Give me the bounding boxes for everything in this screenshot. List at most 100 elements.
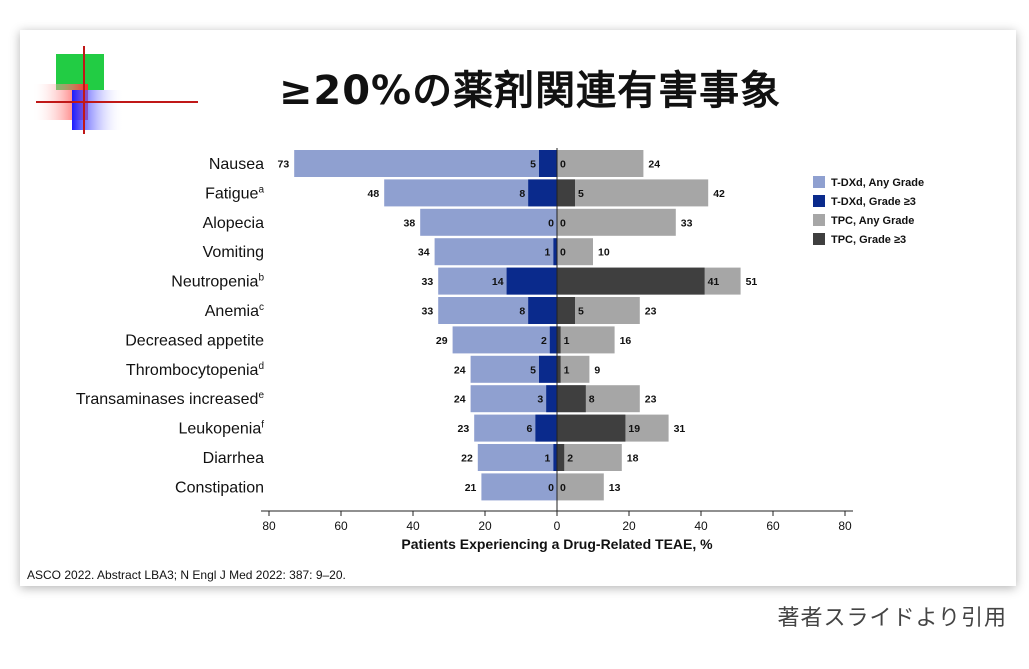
data-label-tpc-any: 23 [645, 306, 657, 318]
bar-tdxd-grade3 [528, 297, 557, 324]
bar-tdxd-grade3 [553, 238, 557, 266]
data-label-tpc-any: 31 [674, 423, 686, 435]
data-label-tdxd-any: 22 [461, 453, 473, 465]
data-label-tdxd-grade3: 8 [519, 306, 525, 318]
bar-tpc-grade3 [557, 444, 565, 471]
bar-tdxd-any [420, 208, 557, 236]
bar-tpc-grade3 [557, 297, 575, 324]
data-label-tpc-grade3: 8 [589, 394, 595, 406]
data-label-tpc-any: 18 [627, 453, 639, 465]
bar-tpc-any [557, 355, 590, 383]
bar-tdxd-grade3 [539, 355, 557, 383]
data-label-tdxd-any: 73 [278, 159, 290, 171]
category-label: Thrombocytopeniad [126, 361, 264, 379]
data-label-tdxd-grade3: 0 [548, 482, 554, 494]
data-label-tdxd-grade3: 1 [545, 247, 551, 259]
category-label: Alopecia [203, 215, 264, 232]
bar-tdxd-any [434, 238, 557, 266]
data-label-tpc-grade3: 0 [560, 217, 566, 229]
bar-tpc-grade3 [557, 385, 586, 413]
data-label-tpc-any: 33 [681, 217, 693, 229]
bar-tdxd-any [481, 473, 557, 501]
bar-tpc-any [557, 179, 709, 207]
x-tick-label: 0 [554, 519, 561, 533]
x-tick-label: 20 [478, 519, 492, 533]
x-axis-title: Patients Experiencing a Drug-Related TEA… [401, 536, 713, 552]
bar-tpc-any [557, 444, 622, 471]
legend-swatch [813, 214, 825, 226]
category-label: Nausea [209, 156, 264, 173]
legend-label: T-DXd, Grade ≥3 [831, 196, 916, 208]
data-label-tpc-any: 42 [713, 188, 725, 200]
bar-tdxd-grade3 [528, 179, 557, 207]
legend-label: TPC, Grade ≥3 [831, 234, 906, 246]
slide: ≥20%の薬剤関連有害事象 Nausea 73 5 0 24 Fatiguea 48 8 5 42… [20, 30, 1016, 586]
x-tick-label: 80 [838, 519, 852, 533]
bar-tdxd-any [294, 150, 557, 177]
x-tick-label: 60 [334, 519, 348, 533]
data-label-tpc-grade3: 2 [567, 453, 573, 465]
x-tick-label: 60 [766, 519, 780, 533]
bar-tdxd-grade3 [549, 326, 557, 354]
category-label: Fatiguea [205, 184, 264, 202]
data-label-tpc-any: 51 [746, 276, 758, 288]
category-label: Leukopeniaf [178, 420, 264, 438]
data-label-tpc-grade3: 0 [560, 247, 566, 259]
bar-tpc-grade3 [557, 179, 575, 207]
bar-tpc-any [557, 150, 644, 177]
data-label-tpc-grade3: 5 [578, 306, 584, 318]
data-label-tpc-grade3: 19 [628, 423, 640, 435]
data-label-tpc-any: 23 [645, 394, 657, 406]
data-label-tdxd-any: 29 [436, 335, 448, 347]
legend-swatch [813, 233, 825, 245]
data-label-tdxd-grade3: 8 [519, 188, 525, 200]
bar-tpc-any [557, 326, 615, 354]
data-label-tdxd-any: 34 [418, 247, 430, 259]
data-label-tdxd-any: 23 [458, 423, 470, 435]
bar-tdxd-any [477, 444, 557, 471]
data-label-tpc-any: 10 [598, 247, 610, 259]
bar-tdxd-any [452, 326, 557, 354]
data-label-tpc-any: 24 [648, 159, 660, 171]
category-label: Vomiting [203, 244, 264, 261]
data-label-tdxd-grade3: 6 [527, 423, 533, 435]
data-label-tdxd-grade3: 3 [537, 394, 543, 406]
legend-label: T-DXd, Any Grade [831, 177, 924, 189]
data-label-tdxd-any: 21 [465, 482, 477, 494]
data-label-tpc-grade3: 0 [560, 482, 566, 494]
bar-tpc-any [557, 208, 676, 236]
category-label: Anemiac [205, 302, 264, 320]
data-label-tdxd-grade3: 1 [545, 453, 551, 465]
bar-tpc-grade3 [557, 355, 561, 383]
bar-tpc-grade3 [557, 414, 626, 442]
data-label-tdxd-any: 33 [422, 276, 434, 288]
data-label-tdxd-grade3: 14 [492, 276, 504, 288]
bar-tpc-grade3 [557, 267, 705, 295]
data-label-tdxd-any: 38 [404, 217, 416, 229]
bar-tdxd-grade3 [506, 267, 557, 295]
data-label-tdxd-any: 48 [368, 188, 380, 200]
x-tick-label: 40 [694, 519, 708, 533]
data-label-tdxd-any: 24 [454, 394, 466, 406]
data-label-tpc-any: 9 [594, 364, 600, 376]
legend-swatch [813, 176, 825, 188]
source-credit: 著者スライドより引用 [777, 606, 1007, 631]
slide-title: ≥20%の薬剤関連有害事象 [278, 68, 782, 114]
data-label-tpc-grade3: 1 [564, 335, 570, 347]
category-label: Neutropeniab [171, 273, 264, 291]
data-label-tpc-any: 13 [609, 482, 621, 494]
bar-tpc-any [557, 473, 604, 501]
x-tick-label: 80 [262, 519, 276, 533]
data-label-tpc-grade3: 0 [560, 159, 566, 171]
data-label-tdxd-grade3: 0 [548, 217, 554, 229]
data-label-tpc-grade3: 41 [708, 276, 720, 288]
bar-tdxd-grade3 [539, 150, 557, 177]
bar-tdxd-grade3 [553, 444, 557, 471]
citation: ASCO 2022. Abstract LBA3; N Engl J Med 2… [27, 568, 346, 582]
legend-swatch [813, 195, 825, 207]
legend-label: TPC, Any Grade [831, 215, 914, 227]
bar-tpc-grade3 [557, 326, 561, 354]
data-label-tdxd-any: 33 [422, 306, 434, 318]
x-tick-label: 40 [406, 519, 420, 533]
